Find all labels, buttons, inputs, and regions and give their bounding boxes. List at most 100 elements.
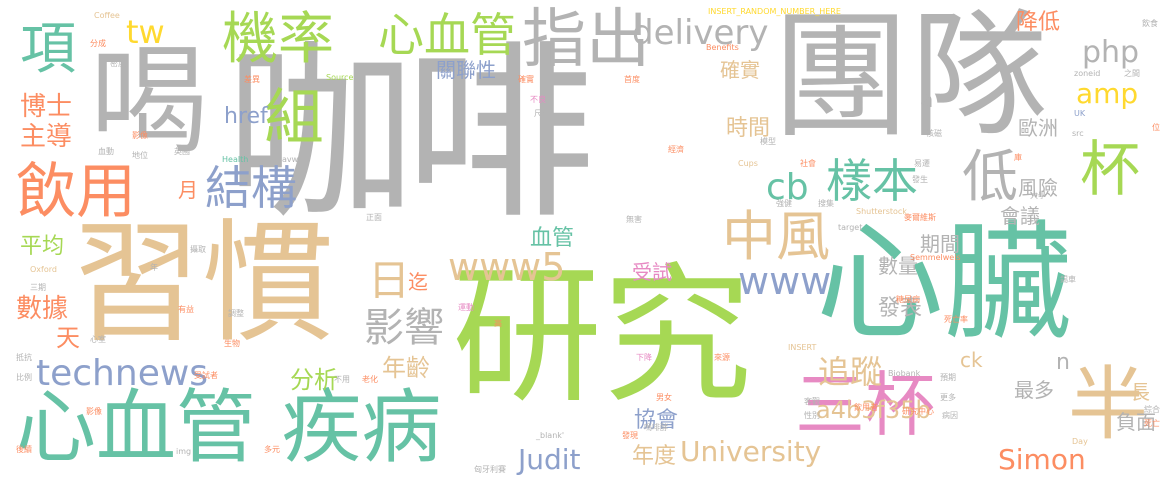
word: 時間 xyxy=(726,116,771,141)
word: 平均 xyxy=(20,234,65,259)
word: 血動 xyxy=(98,147,114,156)
word: 綜合 xyxy=(1144,405,1160,414)
word: zoneid xyxy=(1074,69,1101,78)
word: 團隊 xyxy=(772,0,1049,157)
word: 尺寸 xyxy=(534,109,550,118)
word: amp xyxy=(1076,77,1139,110)
word: 心血管 xyxy=(378,8,516,62)
word: 錫車 xyxy=(1060,275,1076,284)
word: 抵抗 xyxy=(16,353,32,362)
word: 負面 xyxy=(1116,410,1156,434)
word: 核磁 xyxy=(926,129,942,138)
word: 受試 xyxy=(632,260,672,284)
word: INSERT xyxy=(788,343,817,352)
word: 關聯性 xyxy=(436,58,496,82)
word: Judit xyxy=(518,443,581,476)
word: 老化 xyxy=(362,375,378,384)
word: Simon xyxy=(998,443,1086,476)
word: 心室 xyxy=(90,335,106,344)
word: a xyxy=(920,88,934,113)
word: 半 xyxy=(1068,358,1148,451)
word: Benefits xyxy=(706,43,739,52)
word: 客觀 xyxy=(804,397,820,406)
word: 影像 xyxy=(86,407,102,416)
word: 發生 xyxy=(912,175,928,184)
word: 不用 xyxy=(334,375,350,384)
word: UK xyxy=(1074,109,1086,118)
word: 喝 xyxy=(90,32,209,170)
word: 模型 xyxy=(760,137,776,146)
word: 嗎啡酵 xyxy=(644,423,668,432)
word: 心血管 疾病 xyxy=(16,381,442,474)
word: 年齡 xyxy=(382,354,430,382)
word: 攝取 xyxy=(190,245,206,254)
word: 年 xyxy=(150,263,158,272)
word: a4b3f35b xyxy=(816,396,931,424)
word: 長 xyxy=(1130,380,1150,404)
word: 追蹤 xyxy=(818,353,883,391)
word: 年度 xyxy=(632,444,677,469)
word: 預期 xyxy=(940,373,956,382)
word: 項 xyxy=(20,17,76,82)
word: 日 xyxy=(368,256,411,305)
word: n xyxy=(1056,350,1070,375)
word: href xyxy=(224,104,268,129)
word: 研究 xyxy=(452,250,753,424)
word: src xyxy=(1072,129,1084,138)
word: 飲用者 xyxy=(854,403,878,412)
word: 糖尿病 xyxy=(896,295,920,304)
word: 社會 xyxy=(800,159,816,168)
word: 確實 xyxy=(518,75,534,84)
word: php xyxy=(1082,35,1140,70)
word: 後續 xyxy=(16,445,32,454)
word: Shutterstock xyxy=(856,207,907,216)
word: 樣本 xyxy=(826,154,918,208)
word: 組 xyxy=(264,83,324,153)
word: 天 xyxy=(56,324,80,352)
word: 中風 xyxy=(722,205,830,268)
word: 更多 xyxy=(940,393,956,402)
word: 比例 xyxy=(16,373,32,382)
word: INSERT_RANDOM_NUMBER_HERE xyxy=(708,7,841,16)
word: 影響 xyxy=(364,305,444,351)
word: 位 xyxy=(1152,123,1160,132)
word: 匈牙利賽 xyxy=(474,465,506,474)
word: 迄 xyxy=(408,270,428,294)
word: 博士 xyxy=(20,92,73,122)
word: 數量 xyxy=(878,254,918,278)
word: 發表 xyxy=(878,296,923,321)
word: 死亡 xyxy=(1144,419,1160,428)
word: 來源 xyxy=(714,353,730,362)
word: 地位 xyxy=(132,151,148,160)
word: 發現 xyxy=(622,431,638,440)
word: 多元 xyxy=(264,445,280,454)
word: delivery xyxy=(632,13,769,53)
word: ck xyxy=(960,348,983,372)
word: Semmelweis xyxy=(910,253,961,262)
word: 性別 xyxy=(804,411,820,420)
word: 影像 xyxy=(132,131,148,140)
word: 運動 xyxy=(458,303,474,312)
word: 死亡率 xyxy=(944,315,968,324)
word: 有益 xyxy=(178,305,194,314)
word: 搜集 xyxy=(818,199,834,208)
word: 經濟 xyxy=(668,145,684,154)
word: Biobank xyxy=(888,369,921,378)
word: _blank' xyxy=(536,431,565,440)
word: 數據 xyxy=(16,294,69,324)
word: avw xyxy=(282,155,299,164)
word: Cups xyxy=(738,159,758,168)
word: 強健 xyxy=(776,199,792,208)
word: 飲食 xyxy=(1142,19,1158,28)
word: 心臟 xyxy=(816,209,1073,358)
word: 麥爾維斯 xyxy=(904,213,936,222)
word: 杯 xyxy=(1080,135,1140,205)
word: 結構 xyxy=(205,161,297,215)
word: 主導 xyxy=(20,122,73,152)
word: 最多 xyxy=(1014,378,1054,402)
word: 研究中心 xyxy=(902,407,934,416)
word: 習慣 xyxy=(70,207,334,361)
word: 協會 xyxy=(634,408,679,433)
word: cb xyxy=(766,167,809,208)
